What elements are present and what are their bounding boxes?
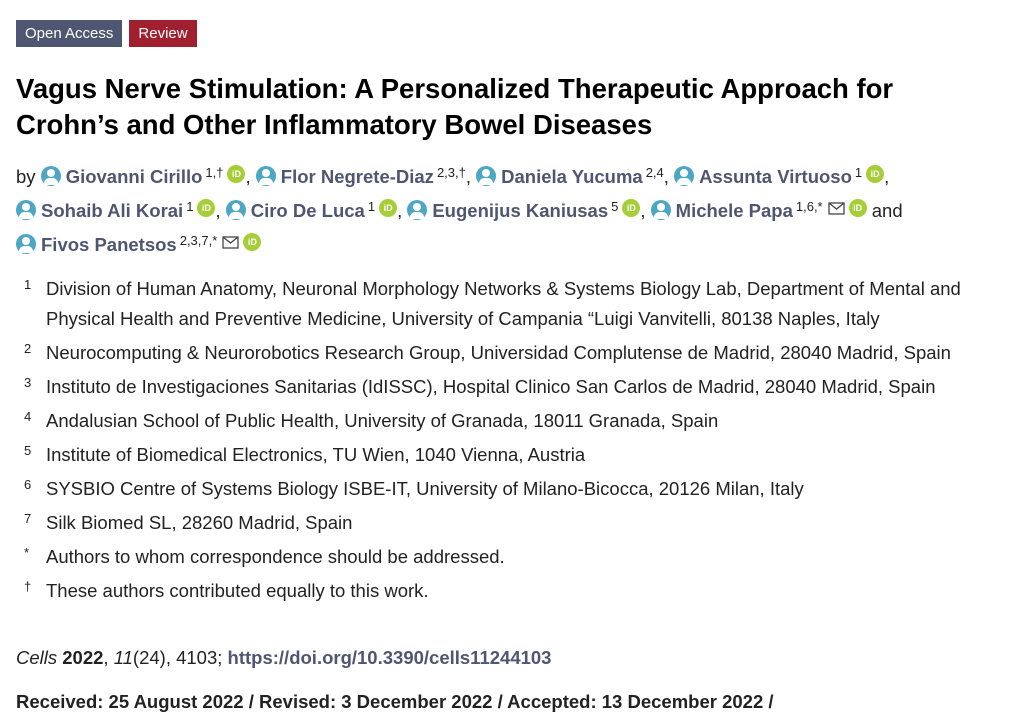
person-icon[interactable]: [476, 166, 497, 186]
affiliation-number: 1: [24, 277, 32, 292]
author-entry: Sohaib Ali Korai 1 iD,: [16, 199, 221, 221]
article-title-line-2: Crohn’s and Other Inflammatory Bowel Dis…: [16, 109, 653, 140]
person-icon[interactable]: [674, 166, 695, 186]
affiliation-2: 2 Neurocomputing & Neurorobotics Research…: [24, 338, 1029, 368]
author-separator: ,: [397, 200, 403, 221]
citation: Cells 2022, 11(24), 4103; https://doi.or…: [16, 647, 552, 668]
author-affiliation-sup: 1: [367, 199, 376, 214]
author-entry: Fivos Panetsos 2,3,7,* iD: [16, 233, 262, 255]
author-affiliation-sup: 2,4: [645, 165, 664, 180]
author-name[interactable]: Eugenijus Kaniusas: [432, 200, 609, 221]
author-name[interactable]: Sohaib Ali Korai: [41, 200, 184, 221]
review-badge[interactable]: Review: [129, 20, 197, 47]
affiliation-text: Institute of Biomedical Electronics, TU …: [46, 444, 586, 465]
person-icon[interactable]: [225, 200, 246, 220]
author-entry: Flor Negrete-Diaz 2,3,†,: [255, 165, 471, 187]
person-icon[interactable]: [16, 200, 36, 220]
affiliation-text: SYSBIO Centre of Systems Biology ISBE-IT…: [46, 478, 804, 499]
author-separator: ,: [245, 166, 251, 187]
open-access-badge[interactable]: Open Access: [16, 20, 123, 47]
affiliation-number: *: [24, 545, 30, 560]
correspondence-note: * Authors to whom correspondence should b…: [24, 542, 1029, 572]
author-name[interactable]: Fivos Panetsos: [41, 234, 177, 255]
author-name[interactable]: Flor Negrete-Diaz: [280, 166, 434, 187]
author-affiliation-sup: 2,3,†: [436, 165, 466, 180]
journal-name: Cells: [16, 647, 58, 668]
affiliation-6: 6 SYSBIO Centre of Systems Biology ISBE-I…: [24, 474, 1029, 504]
person-icon[interactable]: [407, 200, 428, 220]
affiliation-number: 2: [24, 341, 32, 356]
author-name[interactable]: Daniela Yucuma: [501, 166, 643, 187]
author-affiliation-sup: 1,†: [205, 165, 224, 180]
citation-issue: (24): [132, 647, 166, 668]
affiliation-number: 4: [24, 409, 32, 424]
author-separator: ,: [215, 200, 221, 221]
article-title: Vagus Nerve Stimulation: A Personalized …: [16, 71, 1016, 143]
author-entry: Michele Papa 1,6,* iD and: [650, 199, 903, 221]
author-name[interactable]: Giovanni Cirillo: [65, 166, 203, 187]
affiliation-7: 7 Silk Biomed SL, 28260 Madrid, Spain: [24, 508, 1029, 538]
author-name[interactable]: Assunta Virtuoso: [699, 166, 852, 187]
authors-prefix: by: [16, 166, 36, 187]
author-separator: ,: [640, 200, 646, 221]
author-name[interactable]: Ciro De Luca: [250, 200, 365, 221]
envelope-icon[interactable]: [827, 202, 845, 215]
author-affiliation-sup: 2,3,7,*: [179, 233, 218, 248]
affiliation-text: Division of Human Anatomy, Neuronal Morp…: [46, 278, 961, 329]
article-title-line-1: Vagus Nerve Stimulation: A Personalized …: [16, 73, 894, 104]
citation-pages: , 4103;: [165, 647, 228, 668]
publication-dates: Received: 25 August 2022 / Revised: 3 De…: [16, 691, 774, 712]
equal-contribution-note: † These authors contributed equally to th…: [24, 576, 1029, 606]
citation-year: 2022: [62, 647, 104, 668]
orcid-icon[interactable]: iD: [197, 199, 216, 217]
author-separator: ,: [884, 166, 890, 187]
orcid-icon[interactable]: iD: [848, 199, 867, 217]
affiliation-1: 1 Division of Human Anatomy, Neuronal Mor…: [24, 274, 1029, 334]
affiliation-text: Instituto de Investigaciones Sanitarias …: [46, 376, 936, 397]
person-icon[interactable]: [16, 234, 36, 254]
citation-volume: 11: [113, 647, 133, 668]
author-entries: Giovanni Cirillo 1,† iD, Flor Negrete-Diaz…: [16, 165, 903, 255]
affiliation-3: 3 Instituto de Investigaciones Sanitarias…: [24, 372, 1029, 402]
affiliation-text: Silk Biomed SL, 28260 Madrid, Spain: [46, 512, 353, 533]
author-list: by Giovanni Cirillo 1,† iD, Flor Negrete-D…: [16, 158, 1026, 260]
affiliation-5: 5 Institute of Biomedical Electronics, TU…: [24, 440, 1029, 470]
affiliation-text: These authors contributed equally to thi…: [46, 580, 429, 601]
affiliation-number: 7: [24, 511, 32, 526]
person-icon[interactable]: [40, 166, 61, 186]
author-entry: Daniela Yucuma 2,4,: [476, 165, 669, 187]
affiliation-text: Authors to whom correspondence should be…: [46, 546, 505, 567]
author-entry: Ciro De Luca 1 iD,: [225, 199, 403, 221]
orcid-icon[interactable]: iD: [866, 165, 885, 183]
author-entry: Eugenijus Kaniusas 5 iD,: [407, 199, 646, 221]
author-affiliation-sup: 1: [186, 199, 194, 214]
person-icon[interactable]: [255, 166, 276, 186]
orcid-icon[interactable]: iD: [243, 233, 262, 251]
author-affiliation-sup: 1: [854, 165, 863, 180]
author-separator: and: [866, 200, 903, 221]
author-affiliation-sup: 5: [611, 199, 619, 214]
person-icon[interactable]: [650, 200, 671, 220]
envelope-icon[interactable]: [222, 236, 239, 249]
affiliation-number: 3: [24, 375, 32, 390]
orcid-icon[interactable]: iD: [622, 199, 641, 217]
orcid-icon[interactable]: iD: [227, 165, 246, 183]
affiliation-number: †: [24, 579, 32, 594]
author-entry: Giovanni Cirillo 1,† iD,: [40, 165, 251, 187]
article-badges: Open Access Review: [16, 20, 197, 47]
author-name[interactable]: Michele Papa: [675, 200, 793, 221]
orcid-icon[interactable]: iD: [379, 199, 398, 217]
affiliation-number: 6: [24, 477, 32, 492]
doi-link[interactable]: https://doi.org/10.3390/cells11244103: [227, 647, 552, 668]
affiliation-number: 5: [24, 443, 32, 458]
affiliation-4: 4 Andalusian School of Public Health, Uni…: [24, 406, 1029, 436]
author-entry: Assunta Virtuoso 1 iD,: [674, 165, 890, 187]
affiliation-list: 1 Division of Human Anatomy, Neuronal Mor…: [24, 274, 1029, 610]
author-affiliation-sup: 1,6,*: [795, 199, 823, 214]
affiliation-text: Andalusian School of Public Health, Univ…: [46, 410, 719, 431]
affiliation-text: Neurocomputing & Neurorobotics Research …: [46, 342, 951, 363]
author-separator: ,: [663, 166, 669, 187]
author-separator: ,: [465, 166, 471, 187]
